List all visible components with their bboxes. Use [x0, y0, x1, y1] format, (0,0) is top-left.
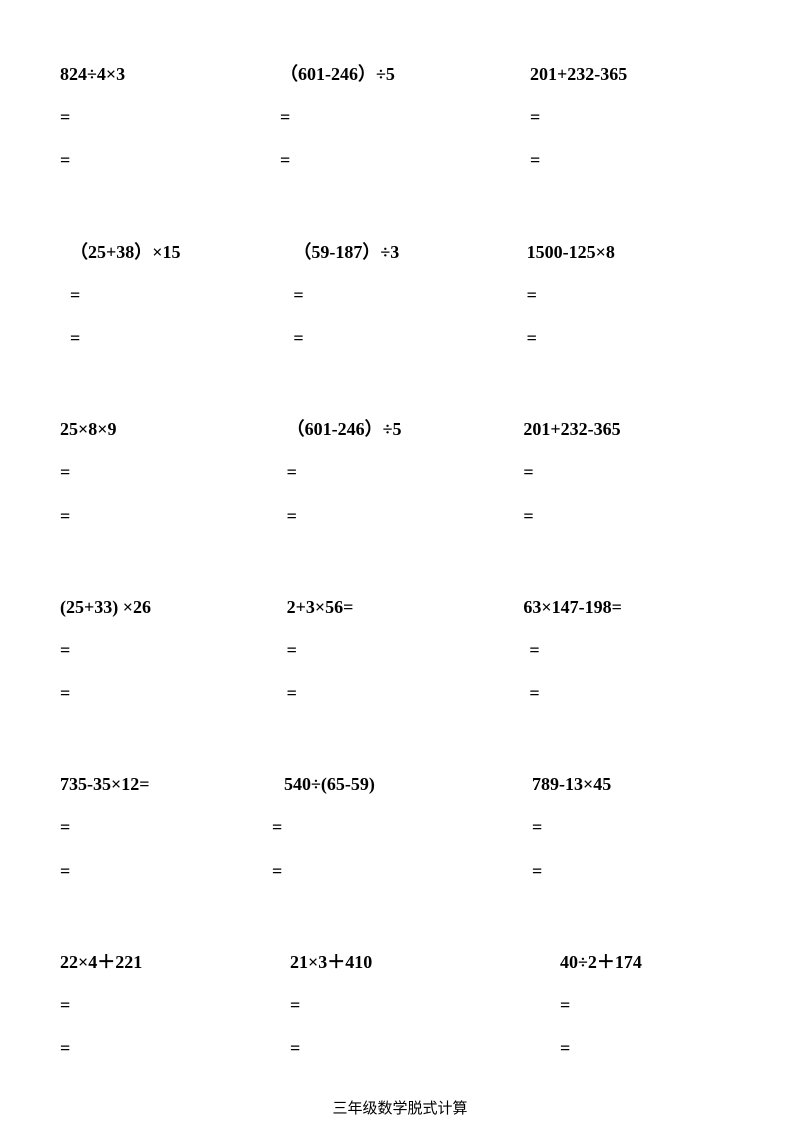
problem-cell: 21×3＋410 = = — [240, 950, 470, 1080]
work-line: = — [287, 504, 504, 529]
problem-row: 824÷4×3 = = （601-246）÷5 = = 201+232-365 … — [60, 62, 740, 192]
problem-cell: （25+38）×15 = = — [60, 240, 283, 370]
work-line: = — [293, 326, 506, 351]
problem-cell: 40÷2＋174 = = — [470, 950, 740, 1080]
problem-expression: 1500-125×8 — [527, 240, 740, 265]
problem-row: （25+38）×15 = = （59-187）÷3 = = 1500-125×8… — [60, 240, 740, 370]
problem-expression: （25+38）×15 — [70, 240, 283, 265]
problem-expression: 201+232-365 — [530, 62, 740, 87]
work-line: = — [290, 1036, 470, 1061]
problem-expression: 2+3×56= — [287, 595, 504, 620]
problem-cell: 63×147-198= = = — [503, 595, 740, 725]
work-line: = — [60, 859, 268, 884]
problem-row: (25+33) ×26 = = 2+3×56= = = 63×147-198= … — [60, 595, 740, 725]
problem-expression: （601-246）÷5 — [280, 62, 490, 87]
work-line: = — [70, 326, 283, 351]
problem-expression: (25+33) ×26 — [60, 595, 277, 620]
work-line: = — [527, 283, 740, 308]
work-line: = — [560, 1036, 740, 1061]
work-line: = — [60, 504, 277, 529]
problem-cell: 540÷(65-59) = = — [268, 772, 492, 902]
work-line: = — [530, 148, 740, 173]
work-line: = — [272, 859, 492, 884]
problem-row: 25×8×9 = = （601-246）÷5 = = 201+232-365 =… — [60, 417, 740, 547]
problem-cell: 201+232-365 = = — [490, 62, 740, 192]
work-line: = — [70, 283, 283, 308]
work-line: = — [272, 815, 492, 840]
work-line: = — [280, 105, 490, 130]
problem-cell: （601-246）÷5 = = — [270, 62, 490, 192]
problem-expression: 201+232-365 — [523, 417, 740, 442]
work-line: = — [60, 993, 240, 1018]
problem-cell: 1500-125×8 = = — [507, 240, 740, 370]
problem-cell: (25+33) ×26 = = — [60, 595, 277, 725]
work-line: = — [530, 105, 740, 130]
work-line: = — [287, 681, 504, 706]
problem-expression: （601-246）÷5 — [287, 417, 504, 442]
work-line: = — [60, 460, 277, 485]
problem-expression: 789-13×45 — [532, 772, 740, 797]
work-line: = — [293, 283, 506, 308]
work-line: = — [60, 1036, 240, 1061]
problem-cell: 201+232-365 = = — [503, 417, 740, 547]
work-line: = — [527, 326, 740, 351]
problem-expression: 824÷4×3 — [60, 62, 270, 87]
problem-expression: 735-35×12= — [60, 772, 268, 797]
problem-expression: 22×4＋221 — [60, 950, 240, 975]
work-line: = — [60, 105, 270, 130]
worksheet-page: 824÷4×3 = = （601-246）÷5 = = 201+232-365 … — [0, 0, 800, 1079]
work-line: = — [532, 815, 740, 840]
work-line: = — [287, 460, 504, 485]
work-line: = — [523, 638, 740, 663]
problem-cell: 2+3×56= = = — [277, 595, 504, 725]
work-line: = — [60, 681, 277, 706]
work-line: = — [60, 148, 270, 173]
problem-cell: （601-246）÷5 = = — [277, 417, 504, 547]
work-line: = — [523, 460, 740, 485]
problem-cell: 735-35×12= = = — [60, 772, 268, 902]
problem-expression: 540÷(65-59) — [284, 772, 492, 797]
problem-expression: 21×3＋410 — [290, 950, 470, 975]
problem-expression: 63×147-198= — [523, 595, 740, 620]
work-line: = — [60, 638, 277, 663]
problem-cell: （59-187）÷3 = = — [283, 240, 506, 370]
work-line: = — [280, 148, 490, 173]
work-line: = — [60, 815, 268, 840]
work-line: = — [560, 993, 740, 1018]
problem-row: 735-35×12= = = 540÷(65-59) = = 789-13×45… — [60, 772, 740, 902]
problem-cell: 789-13×45 = = — [492, 772, 740, 902]
work-line: = — [523, 681, 740, 706]
work-line: = — [287, 638, 504, 663]
work-line: = — [290, 993, 470, 1018]
work-line: = — [532, 859, 740, 884]
problem-row: 22×4＋221 = = 21×3＋410 = = 40÷2＋174 = = — [60, 950, 740, 1080]
page-footer: 三年级数学脱式计算 — [0, 1097, 800, 1118]
problem-expression: （59-187）÷3 — [293, 240, 506, 265]
problem-cell: 25×8×9 = = — [60, 417, 277, 547]
problem-cell: 824÷4×3 = = — [60, 62, 270, 192]
problem-expression: 40÷2＋174 — [560, 950, 740, 975]
problem-expression: 25×8×9 — [60, 417, 277, 442]
work-line: = — [523, 504, 740, 529]
problem-cell: 22×4＋221 = = — [60, 950, 240, 1080]
